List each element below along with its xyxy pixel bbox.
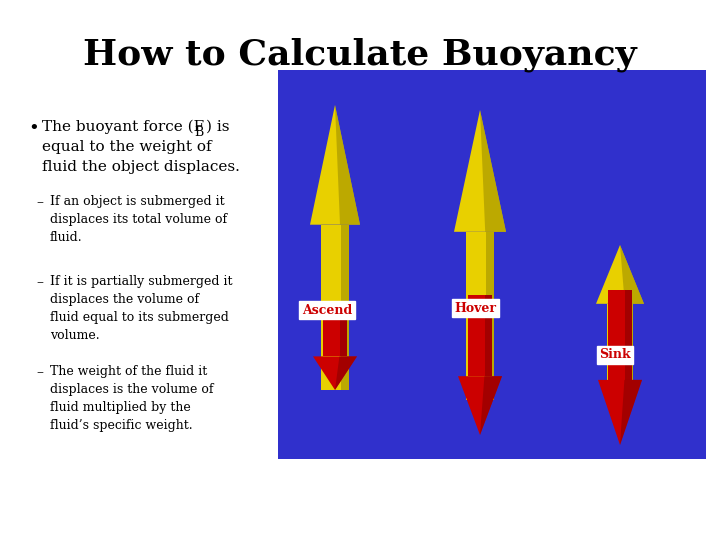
Text: Sink: Sink (599, 348, 631, 361)
Polygon shape (620, 380, 642, 445)
Polygon shape (341, 225, 349, 390)
Polygon shape (310, 105, 360, 225)
Text: –: – (36, 195, 43, 209)
Polygon shape (335, 356, 357, 390)
Polygon shape (454, 110, 506, 232)
Text: –: – (36, 275, 43, 289)
Text: Ascend: Ascend (302, 303, 352, 316)
Polygon shape (485, 295, 492, 376)
Text: B: B (194, 126, 203, 139)
Text: –: – (36, 365, 43, 379)
Polygon shape (596, 245, 644, 304)
Polygon shape (468, 295, 492, 376)
Text: •: • (28, 120, 39, 138)
Polygon shape (466, 232, 494, 400)
Polygon shape (313, 356, 357, 390)
Polygon shape (620, 245, 644, 304)
Text: ) is: ) is (206, 120, 230, 134)
Text: How to Calculate Buoyancy: How to Calculate Buoyancy (84, 38, 636, 72)
Polygon shape (598, 380, 642, 445)
Polygon shape (323, 310, 347, 356)
Polygon shape (458, 376, 502, 435)
Text: equal to the weight of: equal to the weight of (42, 140, 212, 154)
Polygon shape (607, 304, 633, 385)
Text: fluid the object displaces.: fluid the object displaces. (42, 160, 240, 174)
Polygon shape (335, 105, 360, 225)
Polygon shape (480, 376, 502, 435)
Text: If it is partially submerged it
displaces the volume of
fluid equal to its subme: If it is partially submerged it displace… (50, 275, 233, 342)
Text: The buoyant force (F: The buoyant force (F (42, 120, 204, 134)
Polygon shape (625, 304, 633, 385)
Polygon shape (321, 225, 349, 390)
Polygon shape (625, 290, 632, 380)
Text: Hover: Hover (454, 301, 496, 314)
Polygon shape (480, 110, 506, 232)
Polygon shape (485, 232, 494, 400)
Polygon shape (340, 310, 347, 356)
Text: If an object is submerged it
displaces its total volume of
fluid.: If an object is submerged it displaces i… (50, 195, 227, 244)
Text: The weight of the fluid it
displaces is the volume of
fluid multiplied by the
fl: The weight of the fluid it displaces is … (50, 365, 214, 432)
Bar (278, 70, 706, 459)
Polygon shape (608, 290, 632, 380)
